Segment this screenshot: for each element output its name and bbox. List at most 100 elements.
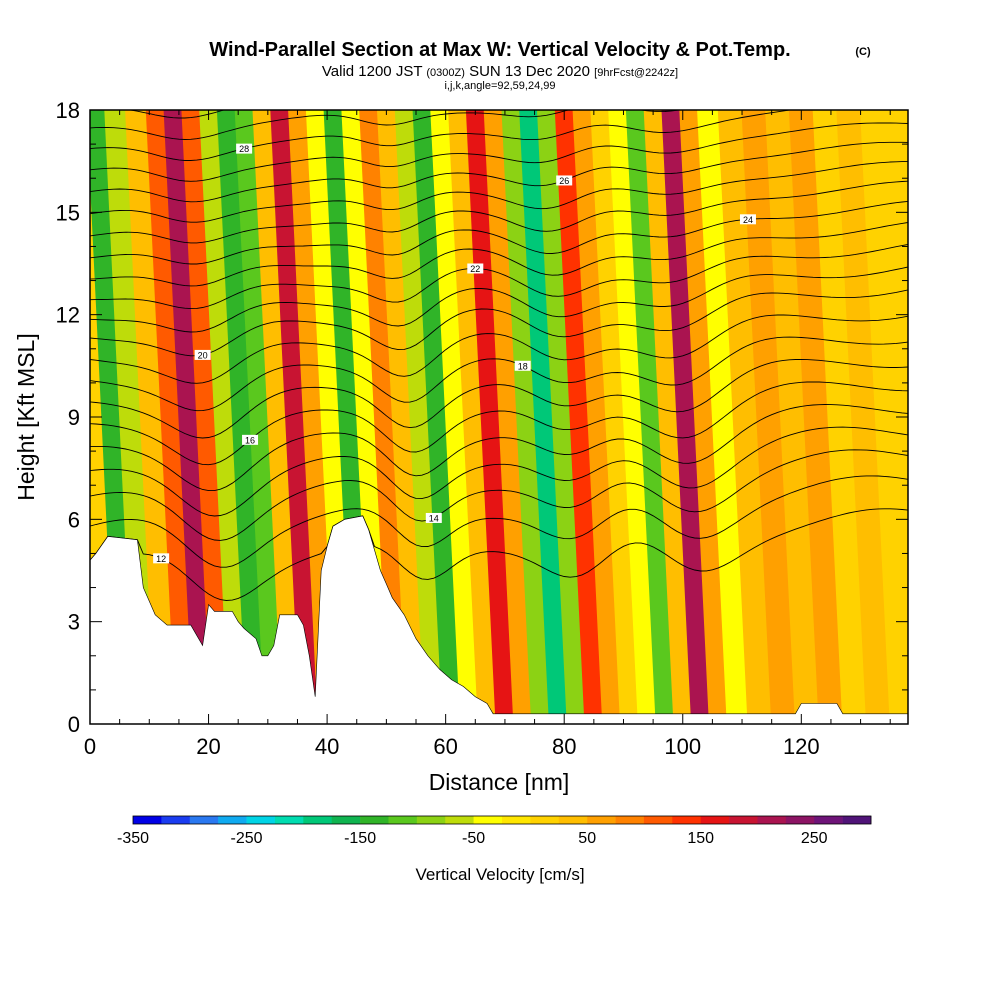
velocity-band (145, 110, 195, 724)
velocity-band (679, 110, 728, 724)
x-tick-label: 60 (433, 734, 457, 759)
svg-text:28: 28 (239, 144, 249, 154)
colorbar-swatch (530, 816, 560, 824)
y-tick-label: 12 (56, 303, 80, 328)
svg-text:12: 12 (156, 554, 166, 564)
x-tick-label: 0 (84, 734, 96, 759)
colorbar-tick-label: 150 (687, 830, 714, 847)
theta-contour (90, 161, 908, 223)
velocity-band (501, 110, 550, 724)
y-axis-label: Height [Kft MSL] (13, 333, 39, 500)
velocity-band (788, 110, 844, 724)
velocity-band (643, 110, 693, 724)
svg-text:18: 18 (518, 361, 528, 371)
velocity-band (359, 110, 408, 724)
x-axis-label: Distance [nm] (429, 769, 570, 795)
theta-contour (90, 110, 682, 140)
velocity-band (234, 110, 284, 724)
theta-contour (90, 449, 908, 541)
colorbar-swatch (502, 816, 531, 824)
y-axis: 0 3 6 9 12 15 18 (56, 98, 908, 737)
theta-contour-label: 24 (739, 214, 756, 225)
colorbar-swatch (700, 816, 730, 824)
velocity-band (430, 110, 479, 724)
theta-contour (90, 314, 908, 384)
x-tick-label: 40 (315, 734, 339, 759)
colorbar-swatch (360, 816, 389, 824)
colorbar-tick-label: -250 (230, 830, 262, 847)
colorbar-swatch (331, 816, 361, 824)
x-tick-label: 120 (783, 734, 820, 759)
theta-contour (90, 200, 908, 265)
velocity-band (717, 110, 773, 724)
velocity-band (812, 110, 868, 724)
svg-text:26: 26 (559, 176, 569, 186)
svg-text:20: 20 (198, 350, 208, 360)
velocity-band (572, 110, 622, 724)
y-tick-label: 3 (68, 610, 80, 635)
svg-text:14: 14 (429, 513, 439, 523)
valid-line: Valid 1200 JST (0300Z) SUN 13 Dec 2020 [… (322, 63, 678, 80)
velocity-band (181, 110, 230, 724)
colorbar-swatch (218, 816, 247, 824)
theta-contour-label: 26 (556, 175, 573, 186)
x-tick-label: 80 (552, 734, 576, 759)
theta-contour (90, 289, 908, 357)
colorbar-swatch (388, 816, 418, 824)
colorbar-label: Vertical Velocity [cm/s] (415, 865, 584, 884)
colorbar-swatch (445, 816, 474, 824)
colorbar-swatch (643, 816, 673, 824)
svg-text:22: 22 (470, 264, 480, 274)
colorbar-tick-label: -150 (344, 830, 376, 847)
velocity-band (483, 110, 533, 724)
theta-contour-label: 16 (242, 434, 259, 445)
svg-text:24: 24 (743, 215, 753, 225)
theta-contour (90, 122, 908, 182)
x-tick-label: 100 (664, 734, 701, 759)
velocity-band (125, 110, 177, 724)
velocity-band (625, 110, 675, 724)
colorbar-tick-label: 50 (578, 830, 596, 847)
colorbar-swatch (757, 816, 787, 824)
grid-info: i,j,k,angle=92,59,24,99 (444, 80, 555, 92)
velocity-band (252, 110, 301, 724)
theta-contour (90, 266, 908, 333)
forecast-info: [9hrFcst@2242z] (594, 67, 678, 79)
colorbar: -350 -250 -150 -50 50 150 250 (117, 815, 872, 847)
velocity-band (741, 110, 796, 724)
theta-contour (90, 404, 908, 492)
colorbar-swatch (587, 816, 616, 824)
theta-contour (90, 243, 908, 310)
svg-text:16: 16 (245, 435, 255, 445)
colorbar-swatch (558, 816, 588, 824)
y-tick-label: 18 (56, 98, 80, 123)
y-tick-label: 9 (68, 405, 80, 430)
valid-prefix: Valid 1200 JST (322, 63, 422, 80)
theta-contour-label: 14 (425, 512, 442, 523)
velocity-band (394, 110, 444, 724)
velocity-band (376, 110, 426, 724)
colorbar-swatch (189, 816, 219, 824)
colorbar-swatch (473, 816, 503, 824)
theta-contour (90, 381, 908, 466)
colorbar-swatch (416, 816, 446, 824)
colorbar-tick-label: 250 (801, 830, 828, 847)
theta-contour (90, 358, 908, 439)
y-tick-label: 0 (68, 712, 80, 737)
theta-contour-label: 22 (467, 263, 484, 274)
velocity-band (104, 110, 156, 724)
velocity-band (199, 110, 248, 724)
valid-date: SUN 13 Dec 2020 (469, 63, 590, 80)
colorbar-tick-label: -50 (462, 830, 485, 847)
colorbar-swatch (615, 816, 645, 824)
y-tick-label: 6 (68, 507, 80, 532)
theta-contour-label: 12 (153, 553, 170, 564)
y-tick-label: 15 (56, 200, 80, 225)
theta-contour (90, 475, 908, 568)
theta-contour (90, 222, 908, 287)
colorbar-swatch (729, 816, 758, 824)
colorbar-swatch (246, 816, 276, 824)
theta-contour (90, 141, 908, 203)
colorbar-swatch (814, 816, 843, 824)
